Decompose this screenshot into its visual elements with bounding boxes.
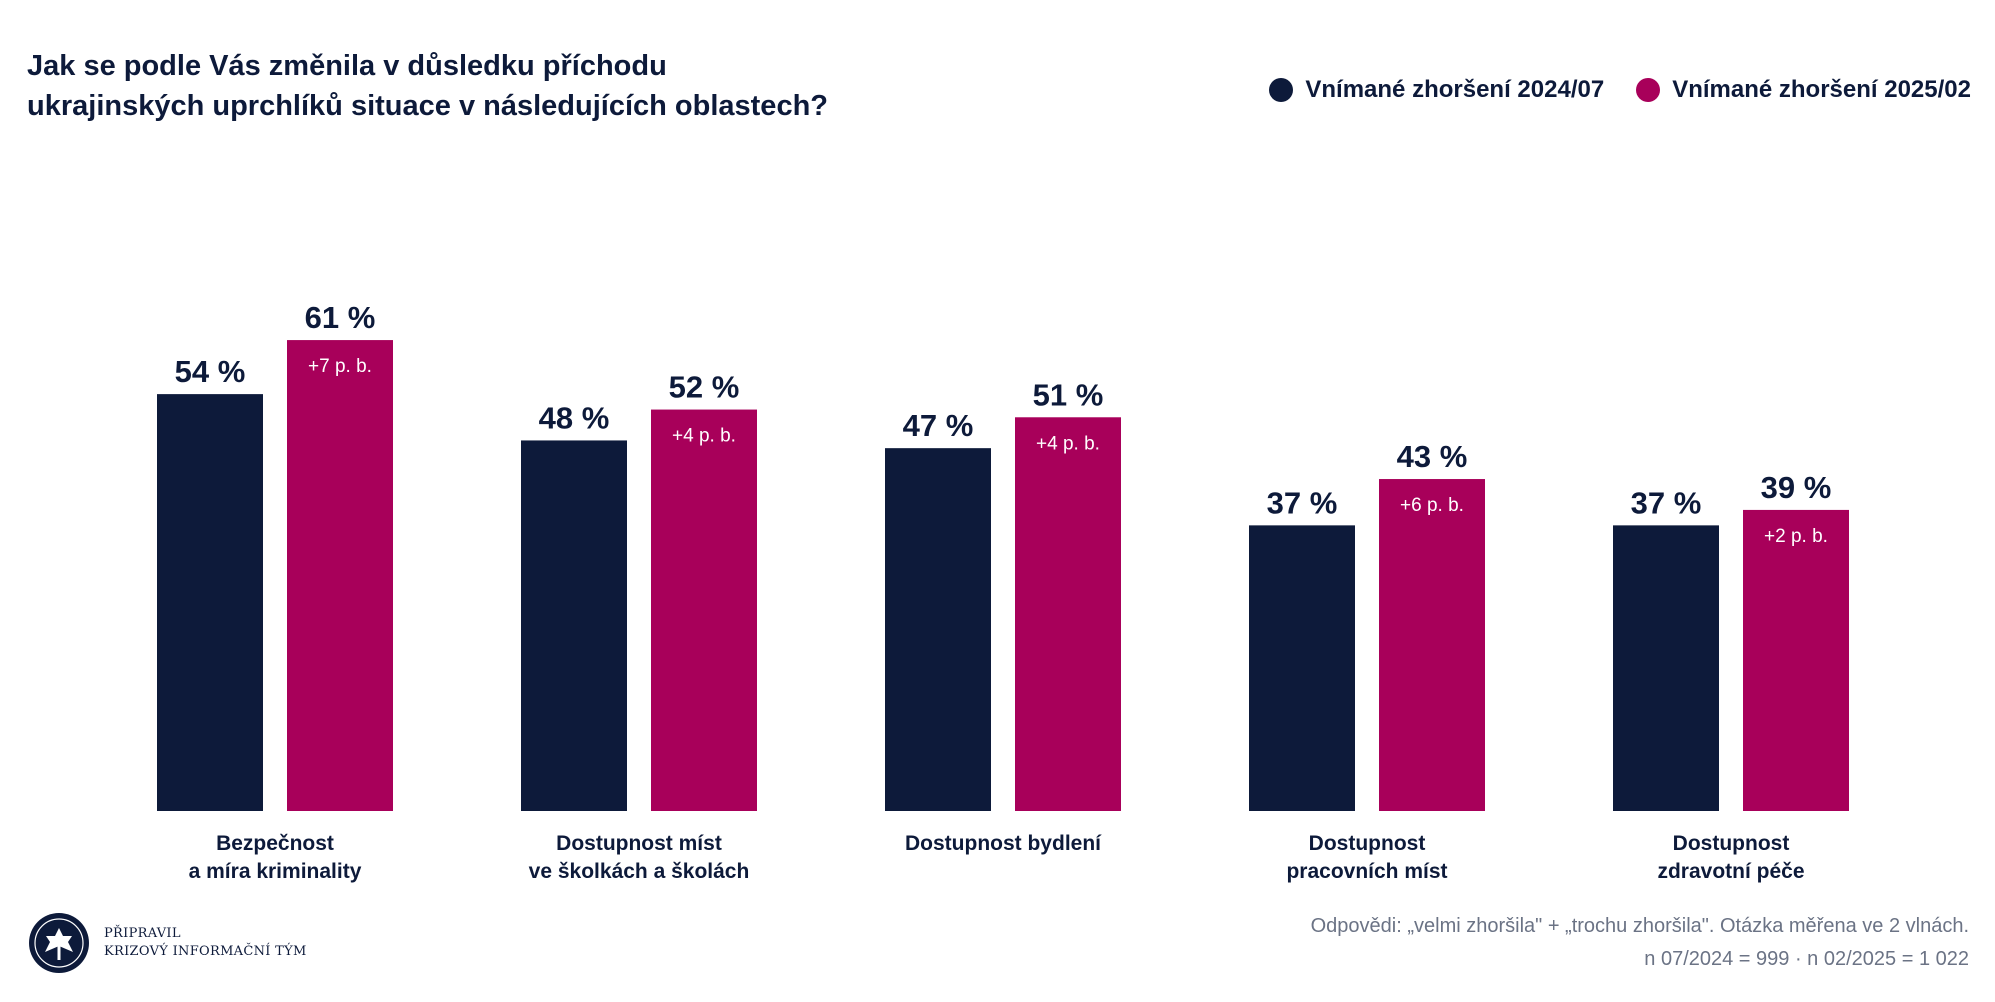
value-label-2024-4: 37 % [1631, 485, 1702, 520]
legend-label-2024: Vnímané zhoršení 2024/07 [1305, 76, 1605, 103]
value-label-2025-3: 43 % [1397, 439, 1468, 474]
bar-2024-4 [1613, 525, 1719, 811]
value-label-2024-0: 54 % [175, 354, 246, 389]
value-label-2025-4: 39 % [1761, 470, 1832, 505]
legend-item-2024: Vnímané zhoršení 2024/07 [1269, 76, 1604, 104]
value-label-2024-1: 48 % [539, 400, 610, 435]
footnote: Odpovědi: „velmi zhoršila" + „trochu zho… [1311, 910, 1969, 976]
crisis-team-logo-icon [29, 913, 89, 973]
legend-dot-2024 [1269, 78, 1294, 102]
category-label-0-line-2: a míra kriminality [189, 860, 362, 883]
footnote-line-1: Odpovědi: „velmi zhoršila" + „trochu zho… [1310, 915, 1969, 937]
credit: PŘIPRAVIL KRIZOVÝ INFORMAČNÍ TÝM [28, 912, 307, 974]
value-label-2024-2: 47 % [903, 408, 974, 443]
category-label-3-line-2: pracovních míst [1286, 860, 1447, 883]
bar-2024-1 [521, 440, 627, 811]
change-label-0: +7 p. b. [308, 356, 372, 377]
bar-2024-0 [157, 394, 263, 811]
bar-2025-0 [287, 340, 393, 811]
chart-title-line-2: ukrajinských uprchlíků situace v následu… [27, 90, 828, 122]
category-label-1-line-2: ve školkách a školách [529, 860, 750, 883]
change-label-4: +2 p. b. [1764, 526, 1828, 547]
change-label-2: +4 p. b. [1036, 433, 1100, 454]
bar-2025-1 [651, 409, 757, 811]
bar-2024-2 [885, 448, 991, 811]
bar-2025-2 [1015, 417, 1121, 811]
footnote-line-2: n 07/2024 = 999 · n 02/2025 = 1 022 [1644, 948, 1969, 970]
chart-title-line-1: Jak se podle Vás změnila v důsledku příc… [27, 50, 667, 82]
category-label-3-line-1: Dostupnost [1309, 832, 1426, 855]
category-label-1-line-1: Dostupnost míst [556, 832, 722, 855]
legend-label-2025: Vnímané zhoršení 2025/02 [1672, 76, 1971, 103]
bar-2025-4 [1743, 509, 1849, 811]
value-label-2024-3: 37 % [1267, 485, 1338, 520]
legend: Vnímané zhoršení 2024/07 Vnímané zhoršen… [1269, 76, 1971, 104]
value-label-2025-0: 61 % [305, 300, 376, 335]
category-label-4-line-2: zdravotní péče [1657, 860, 1804, 883]
credit-line-2: KRIZOVÝ INFORMAČNÍ TÝM [104, 944, 307, 959]
change-label-1: +4 p. b. [672, 426, 736, 447]
category-label-0-line-1: Bezpečnost [216, 832, 334, 855]
value-label-2025-1: 52 % [669, 370, 740, 405]
category-label-2-line-1: Dostupnost bydlení [905, 832, 1102, 855]
value-label-2025-2: 51 % [1033, 377, 1104, 412]
legend-dot-2025 [1636, 78, 1661, 102]
chart-title: Jak se podle Vás změnila v důsledku příc… [27, 46, 927, 126]
change-label-3: +6 p. b. [1400, 495, 1464, 516]
bar-chart: 54 % 61 % +7 p. b. Bezpečnost a míra krimina… [157, 300, 1849, 883]
legend-item-2025: Vnímané zhoršení 2025/02 [1636, 76, 1971, 104]
credit-line-1: PŘIPRAVIL [104, 926, 181, 941]
bar-2025-3 [1379, 479, 1485, 811]
category-label-4-line-1: Dostupnost [1673, 832, 1790, 855]
bar-2024-3 [1249, 525, 1355, 811]
